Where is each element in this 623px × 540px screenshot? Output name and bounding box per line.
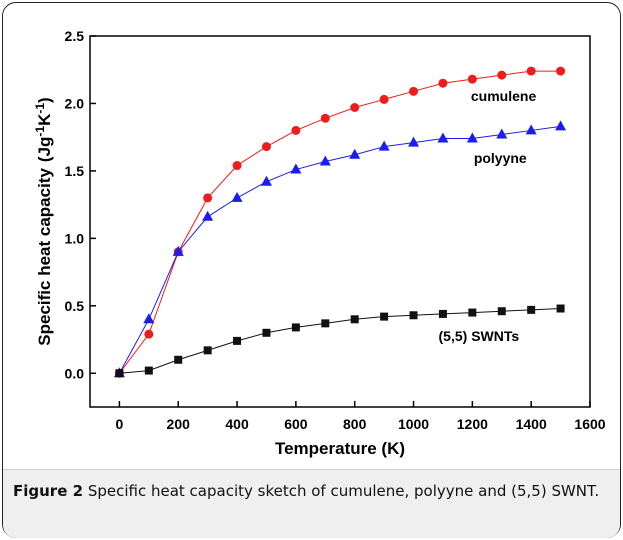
series-line <box>118 125 561 374</box>
data-point-square <box>350 315 359 324</box>
y-axis-title: Specific heat capacity(Jg-1K-1) <box>33 97 54 345</box>
x-tick-label: 800 <box>343 416 367 432</box>
data-point-triangle <box>319 155 331 166</box>
data-point-circle <box>232 161 242 171</box>
series-label-swnt: (5,5) SWNTs <box>439 328 520 344</box>
data-point-triangle <box>525 124 537 135</box>
data-point-square <box>144 366 153 375</box>
data-point-circle <box>144 329 154 339</box>
data-point-triangle <box>378 140 390 151</box>
series-layer <box>113 66 567 378</box>
data-point-circle <box>203 193 213 203</box>
data-point-circle <box>261 142 271 152</box>
data-point-square <box>174 355 183 364</box>
data-point-triangle <box>349 148 361 159</box>
data-point-square <box>556 304 565 313</box>
y-axis-title-main: Specific heat capacity <box>35 168 54 346</box>
data-point-triangle <box>260 175 272 186</box>
y-tick-label: 0.0 <box>65 365 85 381</box>
data-point-circle <box>526 66 536 76</box>
data-point-triangle <box>408 136 420 147</box>
x-tick-label: 1400 <box>516 416 547 432</box>
y-tick-label: 2.0 <box>65 95 85 111</box>
data-point-circle <box>350 103 360 113</box>
data-point-circle <box>379 94 389 104</box>
data-point-square <box>115 369 124 378</box>
x-tick-label: 1600 <box>574 416 605 432</box>
data-point-circle <box>409 86 419 96</box>
data-point-square <box>527 305 536 314</box>
data-point-square <box>262 328 271 337</box>
axis-ticks: 0 200 400 600 800 1000 1200 1400 1600 0.0 0.5 1.0 1.… <box>65 28 606 432</box>
data-point-circle <box>497 70 507 80</box>
series-1 <box>113 120 567 378</box>
data-point-circle <box>556 66 566 76</box>
data-point-circle <box>438 78 448 88</box>
data-point-triangle <box>437 132 449 143</box>
series-line <box>119 308 561 374</box>
caption-text: Specific heat capacity sketch of cumulen… <box>83 482 595 500</box>
caption-end: . <box>594 482 600 500</box>
y-axis-units-close: ) <box>35 97 54 103</box>
data-point-square <box>497 307 506 316</box>
data-point-triangle <box>231 191 243 202</box>
data-point-triangle <box>202 210 214 221</box>
data-point-square <box>203 346 212 355</box>
x-axis-title: Temperature (K) <box>275 439 405 458</box>
y-axis-units-exp2: -1 <box>33 103 47 114</box>
data-point-square <box>468 308 477 317</box>
data-point-square <box>233 336 242 345</box>
figure-caption: Figure 2 Specific heat capacity sketch o… <box>13 480 609 503</box>
data-point-circle <box>467 74 477 84</box>
data-point-triangle <box>555 120 567 131</box>
data-point-circle <box>291 125 301 135</box>
caption-box: Figure 2 Specific heat capacity sketch o… <box>3 469 620 538</box>
y-axis-units-exp1: -1 <box>33 126 47 137</box>
data-point-circle <box>320 113 330 123</box>
data-point-triangle <box>496 128 508 139</box>
series-label-polyyne: polyyne <box>474 150 527 166</box>
data-point-square <box>291 323 300 332</box>
y-tick-label: 1.5 <box>65 163 85 179</box>
x-tick-label: 600 <box>284 416 308 432</box>
x-tick-label: 400 <box>225 416 249 432</box>
plot-frame <box>89 35 591 408</box>
caption-label: Figure 2 <box>13 482 84 500</box>
y-tick-label: 0.5 <box>65 298 85 314</box>
x-tick-label: 1200 <box>457 416 488 432</box>
data-point-square <box>380 312 389 321</box>
x-tick-label: 0 <box>116 416 124 432</box>
series-0 <box>114 66 566 378</box>
data-point-square <box>409 311 418 320</box>
data-point-triangle <box>143 313 155 324</box>
series-line <box>119 70 561 374</box>
y-tick-label: 2.5 <box>65 28 85 44</box>
data-point-square <box>321 319 330 328</box>
series-2 <box>115 304 565 378</box>
x-tick-label: 1000 <box>398 416 429 432</box>
x-tick-label: 200 <box>167 416 191 432</box>
y-axis-units-open: (Jg <box>35 137 54 163</box>
y-axis-units-mid: K <box>35 113 54 126</box>
data-point-triangle <box>172 245 184 256</box>
series-label-cumulene: cumulene <box>471 88 537 104</box>
data-point-square <box>438 309 447 318</box>
y-tick-label: 1.0 <box>65 230 85 246</box>
data-point-triangle <box>466 132 478 143</box>
data-point-triangle <box>290 163 302 174</box>
